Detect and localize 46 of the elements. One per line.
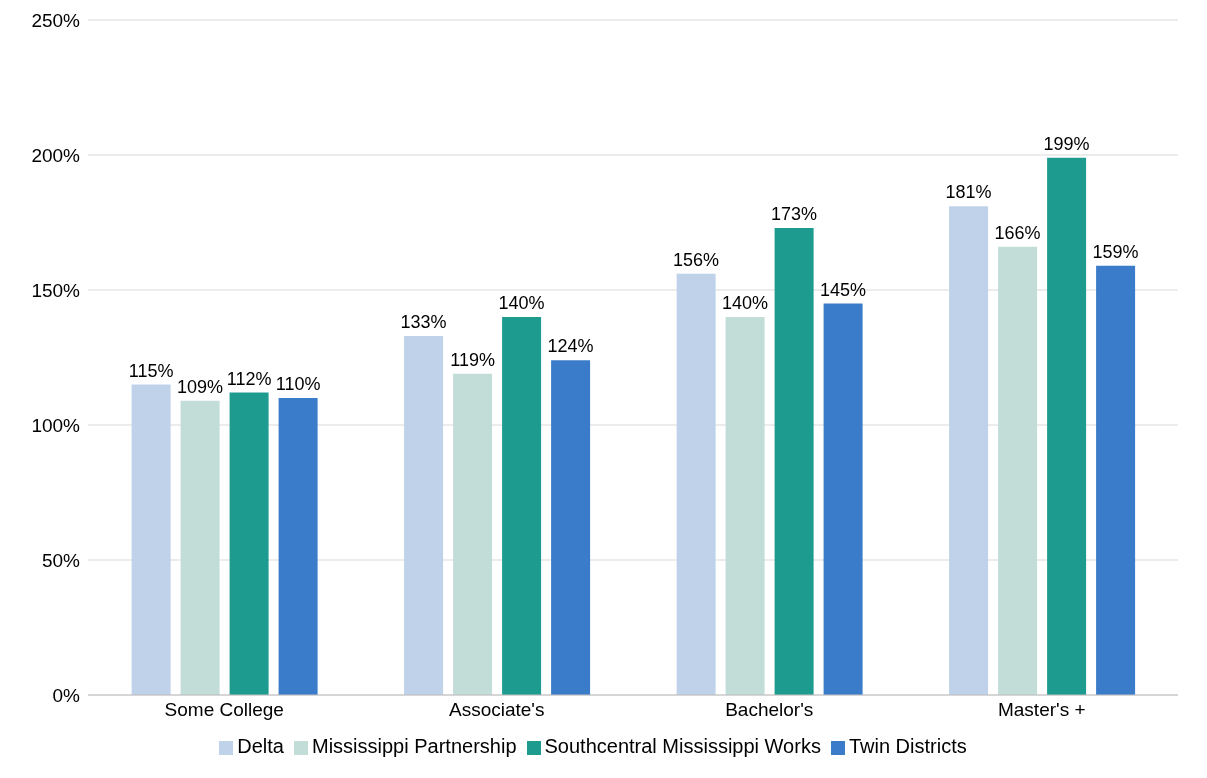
- data-label: 119%: [450, 349, 495, 370]
- bar: [949, 206, 989, 695]
- bar: [131, 384, 171, 695]
- x-tick-label: Bachelor's: [725, 699, 814, 721]
- bar: [278, 398, 318, 695]
- bar: [1047, 157, 1087, 695]
- bar: [774, 227, 814, 695]
- data-label: 140%: [498, 293, 545, 313]
- legend-label: Delta: [237, 735, 284, 757]
- data-label: 173%: [771, 203, 818, 224]
- bar: [229, 392, 269, 695]
- bar: [676, 273, 716, 695]
- x-tick-label: Master's +: [997, 699, 1086, 721]
- x-tick-label: Associate's: [448, 699, 545, 721]
- bar: [180, 400, 220, 695]
- bar: [551, 360, 591, 695]
- data-label: 181%: [945, 182, 992, 203]
- legend-label: Mississippi Partnership: [312, 735, 517, 757]
- y-tick-label: 50%: [41, 549, 81, 571]
- bar: [404, 335, 444, 695]
- data-label: 145%: [820, 279, 867, 300]
- data-label: 115%: [128, 360, 174, 381]
- bar: [725, 317, 765, 695]
- data-label: 133%: [400, 311, 447, 332]
- data-label: 124%: [547, 336, 594, 357]
- legend-label: Southcentral Mississippi Works: [544, 735, 821, 757]
- bar: [1096, 265, 1136, 695]
- bar: [502, 317, 542, 695]
- y-tick-label: 0%: [52, 684, 81, 706]
- bar: [453, 373, 493, 695]
- y-tick-label: 150%: [31, 279, 81, 301]
- data-label: 109%: [177, 376, 224, 397]
- data-label: 112%: [226, 368, 272, 389]
- bar: [998, 246, 1038, 695]
- data-label: 199%: [1043, 133, 1090, 154]
- y-tick-label: 250%: [31, 9, 81, 31]
- x-tick-label: Some College: [164, 699, 284, 721]
- y-tick-label: 200%: [31, 144, 81, 166]
- bar: [823, 303, 863, 695]
- data-label: 156%: [673, 249, 720, 270]
- y-tick-label: 100%: [31, 414, 81, 436]
- data-label: 140%: [722, 293, 769, 313]
- data-label: 166%: [994, 222, 1041, 243]
- legend-label: Twin Districts: [848, 735, 967, 757]
- data-label: 110%: [275, 374, 321, 394]
- data-label: 159%: [1092, 241, 1139, 262]
